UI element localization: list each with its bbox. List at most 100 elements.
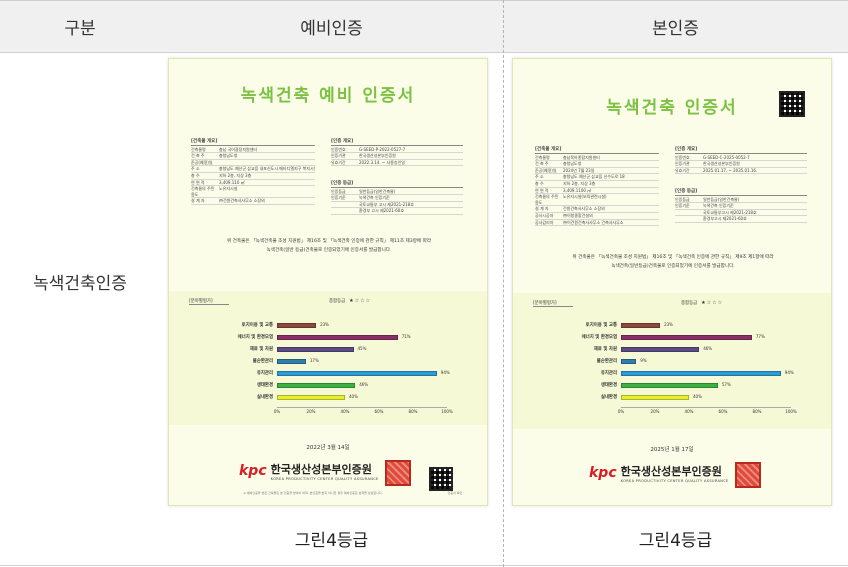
info-value: 지하 2층, 지상 3층 — [219, 172, 252, 178]
bar-label: 물순환관리 — [596, 359, 617, 364]
bar-label: 에너지 및 환경오염 — [237, 335, 273, 340]
axis-line — [621, 407, 791, 408]
bar-label: 생태환경 — [600, 383, 617, 388]
bar-fill — [621, 371, 781, 376]
header-main: 본인증 — [503, 0, 848, 52]
kpc-logo-mark: kpc — [239, 463, 267, 479]
info-row: 인증기준 녹색건축 인증기준 — [331, 195, 463, 202]
info-value: 건원건축사사무소 소장외 — [563, 206, 605, 212]
row-label: 녹색건축인증 — [0, 52, 160, 510]
overall-grade: 종합등급 ★☆☆☆ — [681, 300, 723, 306]
info-value: ㈜건원건축사사무소 소장외 — [219, 198, 265, 204]
bar-row: 재료 및 자원 45% — [191, 345, 461, 354]
info-value: 한국생산성본부인증원 — [359, 153, 396, 159]
bar-label: 에너지 및 환경오염 — [581, 335, 617, 340]
bar-fill — [277, 323, 317, 328]
header-preliminary: 예비인증 — [160, 0, 503, 52]
bar-row: 생태환경 46% — [191, 381, 461, 390]
bar-value: 45% — [357, 346, 367, 351]
info-row: 환경부고시 제2021-60호 — [675, 216, 807, 223]
bar-row: 물순환관리 17% — [191, 357, 461, 366]
bar-fill — [621, 323, 661, 328]
cert-overview-heading: [인증 개요] — [675, 147, 807, 154]
bar-value: 40% — [349, 394, 358, 399]
qr-code-icon — [779, 91, 805, 117]
bar-row: 실내환경 40% — [535, 393, 805, 402]
issue-date: 2022년 3월 14일 — [306, 445, 350, 451]
overall-grade: 종합등급 ★☆☆☆ — [329, 298, 371, 304]
info-value: 3,409.1100 ㎡ — [563, 187, 592, 193]
info-value: 일반등급(일반건축물) — [359, 188, 396, 194]
overall-grade-stars: ★☆☆☆ — [349, 298, 372, 304]
info-row: 건축물명 충남 국어광장지원센터 — [191, 147, 315, 154]
info-key: 층 수 — [535, 180, 544, 186]
info-key: 준공(예정)일 — [191, 159, 213, 165]
bar-fill — [621, 359, 637, 364]
cert-grade-box: [인증 등급] 인증등급 일반등급(일반건축물) 인증기준 녹색건축 인증기준 국토교통… — [331, 181, 463, 215]
overall-grade-label: 종합등급 — [329, 299, 346, 304]
bar-value: 94% — [440, 370, 450, 375]
axis-tick-label: 100% — [785, 409, 797, 414]
bar-value: 46% — [359, 382, 369, 387]
info-value: 환경부고시 제2021-60호 — [703, 216, 747, 222]
info-row: 인증번호 G-SEED-C-2025-0052-7 — [675, 155, 807, 162]
axis-tick-label: 60% — [718, 409, 728, 414]
info-key — [331, 202, 359, 208]
info-value: 국토교통부 고시 제2021-218호 — [359, 201, 414, 207]
bar-label: 토지이용 및 교통 — [241, 323, 273, 328]
info-row: 준공(예정)일 — [191, 160, 315, 167]
info-key: 건축물명 — [535, 154, 550, 160]
info-row: 인증등급 일반등급(일반건축물) — [331, 189, 463, 196]
bar-label: 물순환관리 — [252, 359, 273, 364]
grade-preliminary: 그린4등급 — [294, 531, 369, 551]
header-category: 구분 — [0, 0, 160, 52]
axis-tick-label: 40% — [684, 409, 694, 414]
bar-row: 유지관리 94% — [535, 369, 805, 378]
info-row: 공사감리자 ㈜이건원건축사사무소 건축사사무소 — [535, 220, 659, 227]
building-overview-heading: [건축물 개요] — [191, 139, 315, 146]
bar-row: 에너지 및 환경오염 77% — [535, 333, 805, 342]
overall-grade-stars: ★☆☆☆ — [701, 300, 724, 306]
axis-tick-label: 40% — [340, 409, 350, 414]
bar-row: 실내환경 40% — [191, 393, 461, 402]
info-value: G-SEED-C-2025-0052-7 — [703, 154, 750, 160]
info-key: 인증번호 — [675, 154, 690, 160]
axis-tick-label: 80% — [752, 409, 762, 414]
kpc-logo-mark: kpc — [589, 465, 617, 481]
footnote: ※ 예비인증을 받은 건축물은 본 인증을 받아야 하며, 본인증을 받지 아니… — [243, 491, 383, 495]
overall-grade-label: 종합등급 — [681, 301, 698, 306]
bar-row: 토지이용 및 교통 23% — [191, 321, 461, 330]
issuer-name-en: KOREA PRODUCTIVITY CENTER QUALITY ASSURA… — [270, 477, 379, 481]
building-overview: [건축물 개요] 건축물명 충남 국어광장지원센터 건 축 주 충청남도청 준공(예정)… — [191, 139, 315, 205]
evaluation-band — [513, 293, 831, 429]
info-key: 주 소 — [535, 174, 544, 180]
bar-label: 실내환경 — [256, 395, 273, 400]
bar-row: 생태환경 57% — [535, 381, 805, 390]
info-row: 연 면 적 3,409.110 ㎡ — [191, 180, 315, 187]
bar-fill — [277, 347, 354, 352]
axis-line — [277, 407, 447, 408]
info-key: 설 계 자 — [535, 206, 549, 212]
header-preliminary-label: 예비인증 — [300, 18, 363, 39]
certification-statement: 위 건축물은 「녹색건축물 조성 지원법」 제16조 및 「녹색건축 인증에 관… — [187, 237, 471, 255]
info-key — [331, 208, 359, 214]
info-row: 유효기간 2025.01.17. ~ 2035.01.16. — [675, 168, 807, 175]
info-row: 건 축 주 충청남도청 — [535, 161, 659, 168]
bar-label: 재료 및 자원 — [249, 347, 273, 352]
issuer-logo: kpc 한국생산성본부인증원 KOREA PRODUCTIVITY CENTER… — [239, 461, 379, 481]
statement-line: 위 건축물은 「녹색건축물 조성 지원법」 제16조 및 「녹색건축 인증에 관… — [226, 239, 432, 244]
info-row: 환경부 고시 제2021-60호 — [331, 208, 463, 215]
info-key: 건 축 주 — [535, 161, 549, 167]
info-row: 건축물의 주된 용도 노유자시설(보육관련시설) — [535, 194, 659, 207]
axis-tick-label: 20% — [306, 409, 316, 414]
info-key: 공사시공자 — [535, 212, 554, 218]
info-value: 한국생산성본부인증원 — [703, 161, 740, 167]
evaluation-heading: [분야별평가] — [533, 300, 573, 307]
grade-main: 그린4등급 — [638, 531, 713, 551]
cert-grade-box: [인증 등급] 인증등급 일반등급(일반건축물) 인증기준 녹색건축 인증기준 국토교통… — [675, 189, 807, 223]
info-row: 인증기준 녹색건축 인증기준 — [675, 203, 807, 210]
info-value: ㈜이창종합건설외 — [563, 212, 593, 218]
info-key — [675, 216, 703, 222]
info-key: 인증기준 — [331, 195, 346, 201]
info-row: 국토교통부고시 제2021-218호 — [675, 210, 807, 217]
